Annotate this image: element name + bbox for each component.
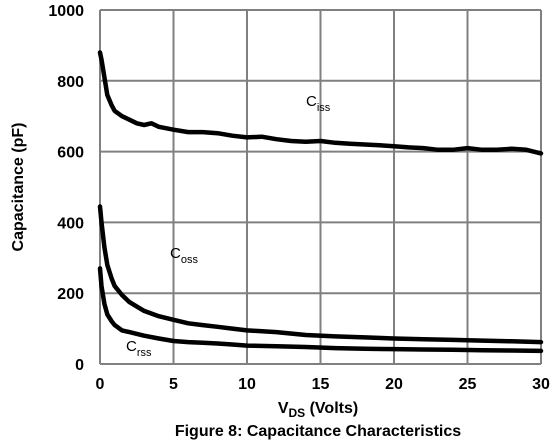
series-label-crss: Crss xyxy=(126,338,152,359)
series-line-coss xyxy=(97,204,544,345)
series-label-coss: Coss xyxy=(170,245,198,266)
y-tick-label: 800 xyxy=(57,74,84,91)
x-axis-title-main: V xyxy=(278,400,289,417)
y-axis-title: Capacitance (pF) xyxy=(10,123,27,252)
x-tick-label: 10 xyxy=(238,376,256,393)
series-line-crss xyxy=(97,266,544,354)
x-axis-title-rest: (Volts) xyxy=(305,400,358,417)
x-tick-label: 20 xyxy=(385,376,403,393)
grid-lines xyxy=(99,9,542,365)
x-tick-label: 25 xyxy=(459,376,477,393)
x-axis-title: VDS (Volts) xyxy=(278,400,358,420)
x-tick-label: 30 xyxy=(532,376,550,393)
y-tick-label: 200 xyxy=(57,286,84,303)
x-tick-label: 5 xyxy=(169,376,178,393)
x-tick-label: 15 xyxy=(312,376,330,393)
x-tick-label: 0 xyxy=(96,376,105,393)
data-curves xyxy=(97,50,544,354)
x-axis-title-sub: DS xyxy=(288,406,305,420)
y-tick-label: 400 xyxy=(57,215,84,232)
figure-caption: Figure 8: Capacitance Characteristics xyxy=(175,423,461,440)
series-label-ciss: Ciss xyxy=(306,93,331,114)
series-line-ciss xyxy=(97,50,544,156)
y-tick-label: 0 xyxy=(75,357,84,374)
y-tick-label: 600 xyxy=(57,145,84,162)
tick-labels: 0 5 10 15 20 25 30 0 200 400 600 800 1000 xyxy=(48,3,550,393)
y-tick-label: 1000 xyxy=(48,3,84,20)
